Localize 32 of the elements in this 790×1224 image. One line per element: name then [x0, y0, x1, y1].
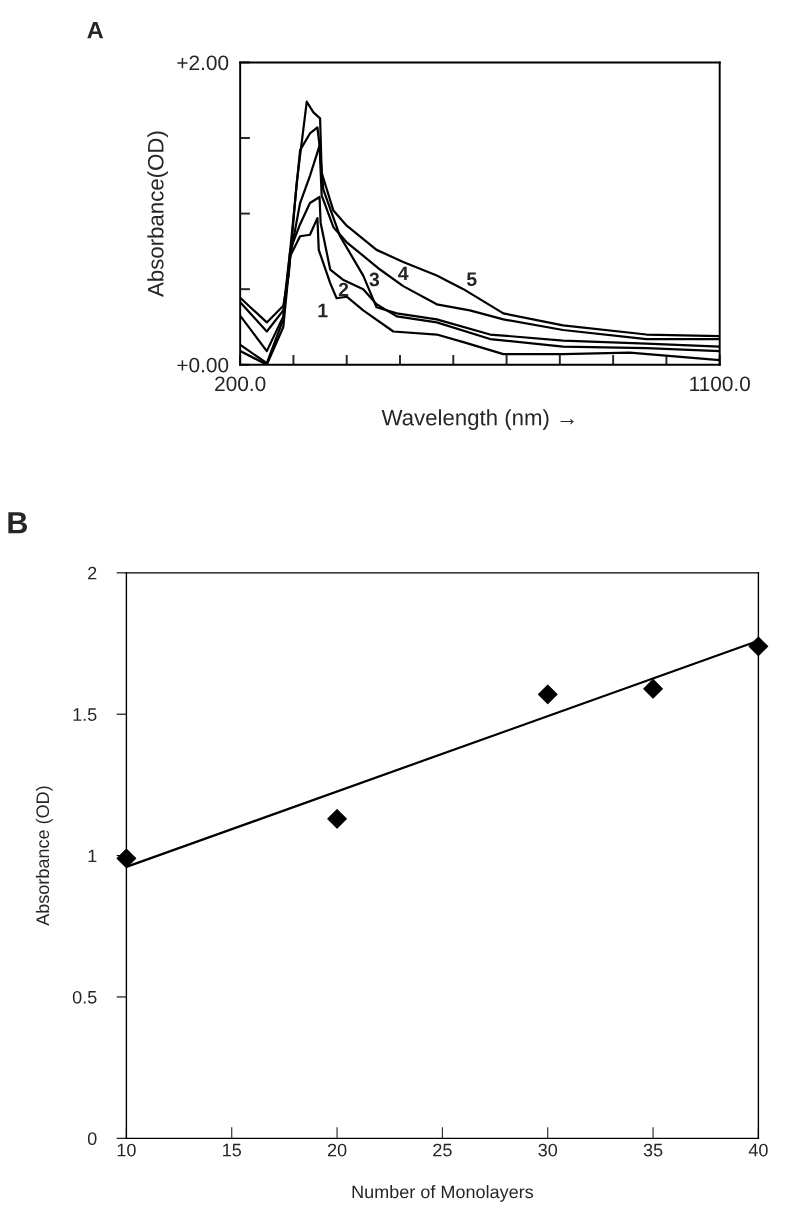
- point: [748, 636, 769, 657]
- x-axis-title: Number of Monolayers: [352, 1185, 534, 1202]
- x-tick-label: 20: [327, 1143, 347, 1157]
- y-tick-label: 0: [87, 1132, 97, 1146]
- x-tick-label: 40: [748, 1143, 768, 1157]
- annotation: 2: [338, 282, 349, 297]
- point: [643, 678, 663, 699]
- x-tick-label: 200.0: [215, 376, 266, 392]
- x-tick-label: 25: [433, 1143, 452, 1157]
- y-tick-label: 1: [88, 849, 97, 863]
- y-tick-label: 1.5: [73, 708, 97, 721]
- chart-title: B: [8, 512, 27, 534]
- y-tick-label: 0.5: [72, 990, 97, 1004]
- x-tick-label: 30: [538, 1143, 558, 1157]
- y-axis-title: Absorbance (OD): [35, 786, 53, 926]
- y-tick-label: 2: [88, 566, 97, 580]
- annotation: 1: [318, 303, 328, 318]
- point: [327, 808, 347, 829]
- x-tick-label: 15: [223, 1143, 242, 1157]
- chart-title: A: [87, 21, 104, 39]
- y-axis-title: Absorbance(OD): [147, 131, 168, 297]
- x-tick-label: 10: [117, 1143, 136, 1157]
- point: [116, 848, 137, 869]
- y-tick-label: +2.00: [177, 55, 229, 71]
- annotation: 3: [369, 272, 380, 287]
- x-tick-label: 35: [643, 1143, 663, 1157]
- y-tick-label: +0.00: [177, 357, 229, 373]
- annotation: 4: [398, 266, 409, 281]
- x-tick-label: 1100.0: [690, 376, 750, 392]
- annotation: 5: [466, 272, 477, 287]
- point: [537, 684, 558, 705]
- x-axis-title: Wavelength (nm) →: [381, 409, 574, 430]
